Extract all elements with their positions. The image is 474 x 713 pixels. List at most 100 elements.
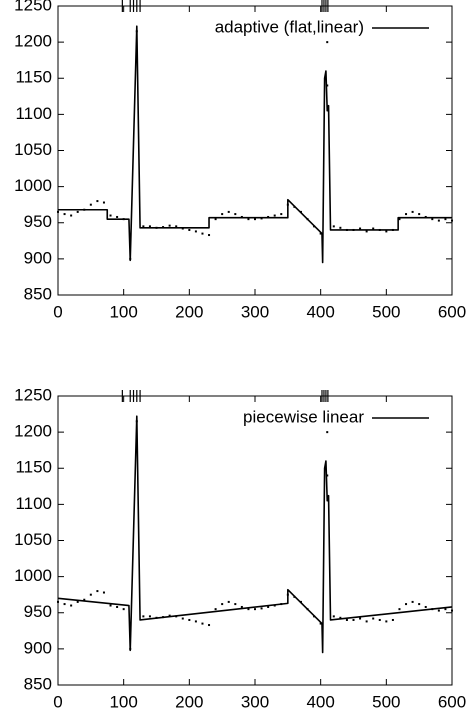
data-point <box>102 591 105 594</box>
data-point <box>254 608 256 611</box>
data-point <box>405 213 408 216</box>
data-point <box>208 234 211 237</box>
data-point <box>135 420 138 423</box>
data-point <box>332 615 335 618</box>
data-point <box>306 608 309 611</box>
x-tick-label: 100 <box>109 302 137 321</box>
data-point <box>142 615 145 618</box>
data-point <box>63 603 66 606</box>
data-point <box>109 604 112 607</box>
data-point <box>332 225 335 228</box>
data-point <box>168 224 171 227</box>
data-point <box>299 210 302 213</box>
data-point <box>365 230 368 233</box>
data-point <box>339 616 342 619</box>
y-tick-label: 1150 <box>15 458 52 477</box>
y-tick-label: 900 <box>24 638 52 657</box>
data-point <box>129 647 132 650</box>
data-point <box>391 228 394 231</box>
data-point <box>109 214 112 217</box>
data-point <box>175 225 178 228</box>
data-point <box>306 218 309 221</box>
data-point <box>286 593 289 596</box>
data-point <box>326 474 329 477</box>
data-point <box>96 200 99 203</box>
x-tick-label: 200 <box>175 302 203 321</box>
data-point <box>194 620 197 623</box>
data-line <box>57 415 453 654</box>
y-tick-label: 1050 <box>14 530 52 549</box>
data-point <box>214 608 217 611</box>
data-point <box>122 218 125 221</box>
data-point <box>122 608 125 611</box>
data-point <box>378 618 381 621</box>
y-tick-label: 850 <box>24 284 52 303</box>
legend-label: adaptive (flat,linear) <box>215 17 364 36</box>
data-point <box>102 201 105 204</box>
data-point <box>247 218 250 221</box>
data-point <box>286 203 289 206</box>
x-tick-label: 400 <box>306 692 334 711</box>
data-point <box>372 617 375 620</box>
data-point <box>451 609 453 612</box>
data-point <box>431 608 434 611</box>
data-point <box>155 226 158 229</box>
data-point <box>76 600 79 603</box>
data-point <box>181 227 184 230</box>
data-point <box>293 595 296 598</box>
data-point <box>260 217 263 220</box>
y-tick-label: 1250 <box>14 385 52 404</box>
data-point <box>89 203 92 206</box>
data-point <box>227 210 230 213</box>
x-tick-label: 400 <box>306 302 334 321</box>
data-point <box>405 603 408 606</box>
x-tick-label: 300 <box>241 692 269 711</box>
data-point <box>326 431 329 434</box>
data-point <box>267 215 270 218</box>
data-line <box>58 25 452 264</box>
data-point <box>293 205 296 208</box>
data-point <box>319 232 322 235</box>
data-point <box>201 622 204 625</box>
data-point <box>280 213 283 216</box>
data-point <box>234 603 237 606</box>
y-tick-label: 900 <box>24 248 52 267</box>
x-tick-label: 500 <box>372 302 400 321</box>
data-point <box>372 227 375 230</box>
data-point <box>319 622 322 625</box>
data-point <box>208 624 211 627</box>
data-point <box>162 616 165 619</box>
data-point <box>89 593 92 596</box>
data-point <box>57 600 59 603</box>
data-point <box>240 215 243 218</box>
data-point <box>345 618 348 621</box>
data-point <box>418 603 421 606</box>
data-point <box>70 214 73 217</box>
data-point <box>254 218 256 221</box>
data-point <box>267 605 270 608</box>
data-point <box>70 604 73 607</box>
data-point <box>359 227 362 230</box>
data-point <box>424 215 427 218</box>
data-point <box>175 615 178 618</box>
data-point <box>116 605 119 608</box>
data-point <box>214 218 217 221</box>
data-point <box>155 616 158 619</box>
data-point <box>437 609 440 612</box>
x-tick-label: 200 <box>175 692 203 711</box>
data-point <box>194 230 197 233</box>
data-point <box>352 618 355 621</box>
data-point <box>378 228 381 231</box>
data-point <box>444 218 447 221</box>
data-point <box>188 618 191 621</box>
data-point <box>63 213 66 216</box>
data-point <box>326 84 329 87</box>
data-point <box>451 219 453 222</box>
data-point <box>247 608 250 611</box>
data-point <box>418 213 421 216</box>
data-point <box>437 219 440 222</box>
data-point <box>352 228 355 231</box>
y-tick-label: 1000 <box>14 566 52 585</box>
data-point <box>148 615 151 618</box>
data-point <box>240 605 243 608</box>
